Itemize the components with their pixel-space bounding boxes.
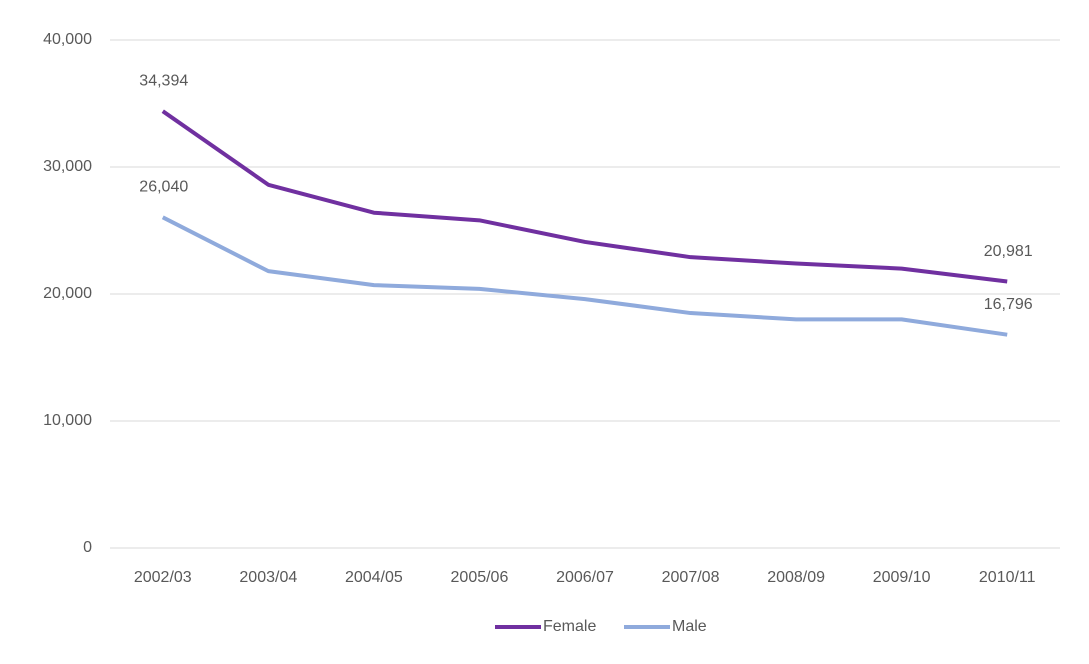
x-tick-label: 2008/09 xyxy=(767,569,825,586)
x-tick-label: 2004/05 xyxy=(345,569,403,586)
x-tick-label: 2007/08 xyxy=(662,569,720,586)
x-tick-label: 2010/11 xyxy=(979,569,1036,586)
y-tick-label: 20,000 xyxy=(43,285,92,302)
x-tick-label: 2005/06 xyxy=(451,569,509,586)
y-tick-label: 30,000 xyxy=(43,158,92,175)
legend-label: Female xyxy=(543,618,596,635)
legend-label: Male xyxy=(672,618,707,635)
y-tick-label: 40,000 xyxy=(43,31,92,48)
y-tick-label: 10,000 xyxy=(43,412,92,429)
x-tick-label: 2006/07 xyxy=(556,569,614,586)
x-tick-label: 2009/10 xyxy=(873,569,931,586)
data-label: 26,040 xyxy=(139,179,188,196)
data-label: 16,796 xyxy=(984,296,1033,313)
x-tick-label: 2002/03 xyxy=(134,569,192,586)
data-label: 34,394 xyxy=(139,72,188,89)
y-tick-label: 0 xyxy=(83,539,92,556)
data-label: 20,981 xyxy=(984,243,1033,260)
x-tick-label: 2003/04 xyxy=(239,569,297,586)
series-line xyxy=(161,215,1008,337)
series-line xyxy=(161,109,1008,284)
